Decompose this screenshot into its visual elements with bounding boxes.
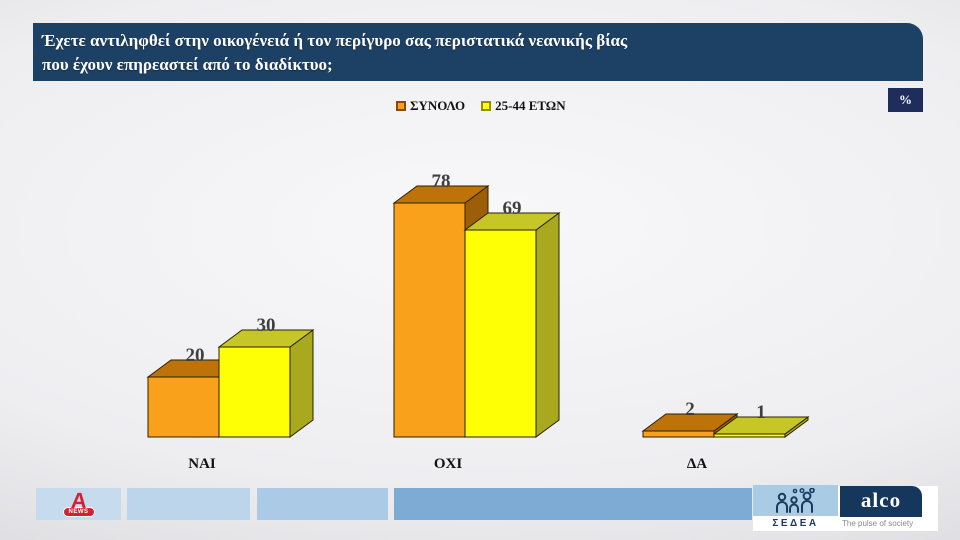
- value-label-25-44-ετων-οχι: 69: [503, 198, 522, 219]
- bar-front-συνολο-οχι: [393, 202, 466, 438]
- legend-item-25-44: 25-44 ΕΤΩΝ: [481, 98, 566, 114]
- question-title-line1: Έχετε αντιληφθεί στην οικογένειά ή τον π…: [42, 31, 628, 50]
- alco-wordmark: alco: [860, 488, 902, 512]
- question-title-line2: που έχουν επηρεαστεί από το διαδίκτυο;: [42, 55, 333, 75]
- alpha-a-icon: A: [69, 487, 88, 513]
- chart-legend: ΣΥΝΟΛΟ 25-44 ΕΤΩΝ: [396, 98, 566, 114]
- legend-swatch-25-44: [481, 101, 492, 111]
- alco-tagline: The pulse of society: [842, 519, 914, 528]
- bar-front-25-44-ετων-οχι: [464, 229, 537, 438]
- footer-strip-3: [257, 488, 388, 520]
- alpha-news-badge: NEWS: [62, 506, 95, 517]
- category-label-ναι: ΝΑΙ: [188, 456, 216, 472]
- legend-item-total: ΣΥΝΟΛΟ: [396, 98, 465, 114]
- bar-side-25-44-ετων-ναι: [289, 329, 314, 438]
- sedea-label: ΣΕΔΕΑ: [772, 518, 819, 529]
- sedea-people-icon: [775, 487, 815, 513]
- category-label-δα: ΔΑ: [687, 456, 707, 472]
- bar-front-25-44-ετων-ναι: [218, 346, 291, 438]
- sedea-logo-box: [753, 485, 838, 516]
- value-label-συνολο-ναι: 20: [186, 345, 205, 366]
- category-label-οχι: ΟΧΙ: [434, 456, 463, 472]
- value-label-25-44-ετων-ναι: 30: [257, 315, 276, 336]
- legend-label-25-44: 25-44 ΕΤΩΝ: [495, 98, 566, 113]
- bar-front-συνολο-ναι: [147, 376, 220, 438]
- value-label-συνολο-δα: 2: [685, 399, 695, 420]
- alco-logo-box: alco: [840, 486, 922, 517]
- alpha-news-logo: A NEWS: [36, 488, 121, 520]
- bar-front-25-44-ετων-δα: [713, 433, 786, 438]
- bar-side-25-44-ετων-οχι: [535, 212, 560, 438]
- percent-unit-badge: %: [888, 88, 923, 112]
- sedea-logo-card: ΣΕΔΕΑ: [753, 485, 838, 531]
- footer-strip-4: [394, 488, 752, 520]
- footer-strip-2: [127, 488, 250, 520]
- question-title: Έχετε αντιληφθεί στην οικογένειά ή τον π…: [33, 23, 923, 81]
- alco-logo-card: alco The pulse of society: [838, 486, 938, 531]
- value-label-συνολο-οχι: 78: [432, 171, 451, 192]
- legend-label-total: ΣΥΝΟΛΟ: [410, 98, 466, 113]
- value-label-25-44-ετων-δα: 1: [756, 402, 766, 423]
- legend-swatch-total: [396, 101, 406, 111]
- bar-front-συνολο-δα: [642, 430, 715, 438]
- percent-unit-label: %: [899, 92, 912, 107]
